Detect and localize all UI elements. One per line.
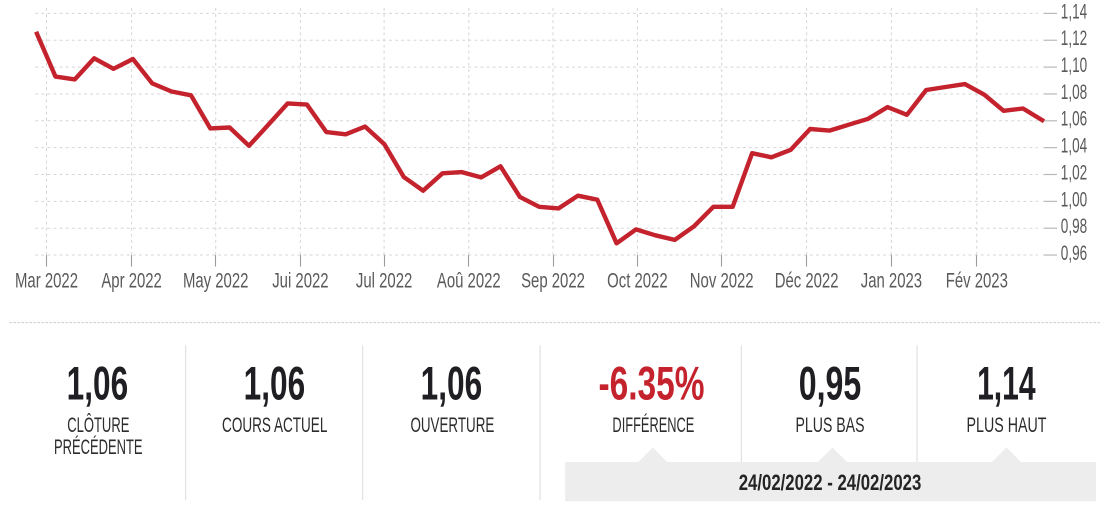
svg-text:1,04: 1,04 (1061, 134, 1088, 158)
svg-text:Jul 2022: Jul 2022 (356, 269, 412, 292)
svg-text:1,06: 1,06 (421, 358, 482, 410)
svg-text:Jui 2022: Jui 2022 (272, 269, 328, 292)
svg-text:1,14: 1,14 (1061, 0, 1088, 23)
svg-text:Mar 2022: Mar 2022 (15, 269, 78, 292)
svg-text:1,12: 1,12 (1061, 26, 1087, 50)
svg-text:Apr 2022: Apr 2022 (101, 269, 161, 292)
svg-text:CLÔTURE: CLÔTURE (67, 411, 129, 436)
svg-text:0,98: 0,98 (1061, 214, 1088, 238)
svg-text:Sep 2022: Sep 2022 (521, 269, 585, 292)
svg-text:Oct 2022: Oct 2022 (607, 269, 667, 292)
svg-text:Fév 2023: Fév 2023 (946, 269, 1008, 292)
svg-text:COURS ACTUEL: COURS ACTUEL (222, 413, 327, 437)
svg-text:Déc 2022: Déc 2022 (775, 269, 839, 292)
svg-text:1,06: 1,06 (1061, 107, 1088, 131)
svg-text:PRÉCÉDENTE: PRÉCÉDENTE (54, 435, 143, 459)
svg-text:1,06: 1,06 (244, 358, 305, 410)
svg-text:1,14: 1,14 (977, 358, 1035, 410)
svg-text:Nov 2022: Nov 2022 (690, 269, 754, 292)
svg-text:PLUS HAUT: PLUS HAUT (967, 413, 1047, 436)
svg-text:Aoû 2022: Aoû 2022 (437, 269, 501, 292)
svg-text:0,95: 0,95 (799, 357, 861, 410)
svg-text:1,02: 1,02 (1061, 160, 1087, 184)
svg-text:1,06: 1,06 (67, 358, 128, 410)
svg-text:1,10: 1,10 (1061, 53, 1088, 77)
svg-text:1,08: 1,08 (1061, 80, 1088, 104)
svg-text:PLUS BAS: PLUS BAS (796, 413, 865, 436)
svg-text:May 2022: May 2022 (183, 269, 248, 292)
svg-text:0,96: 0,96 (1061, 241, 1088, 265)
svg-text:24/02/2022 - 24/02/2023: 24/02/2022 - 24/02/2023 (739, 471, 922, 496)
svg-text:Jan 2023: Jan 2023 (861, 269, 922, 292)
svg-text:DIFFÉRENCE: DIFFÉRENCE (612, 413, 694, 437)
svg-text:-6.35%: -6.35% (599, 357, 705, 410)
svg-text:OUVERTURE: OUVERTURE (410, 413, 494, 437)
svg-text:1,00: 1,00 (1061, 187, 1088, 211)
